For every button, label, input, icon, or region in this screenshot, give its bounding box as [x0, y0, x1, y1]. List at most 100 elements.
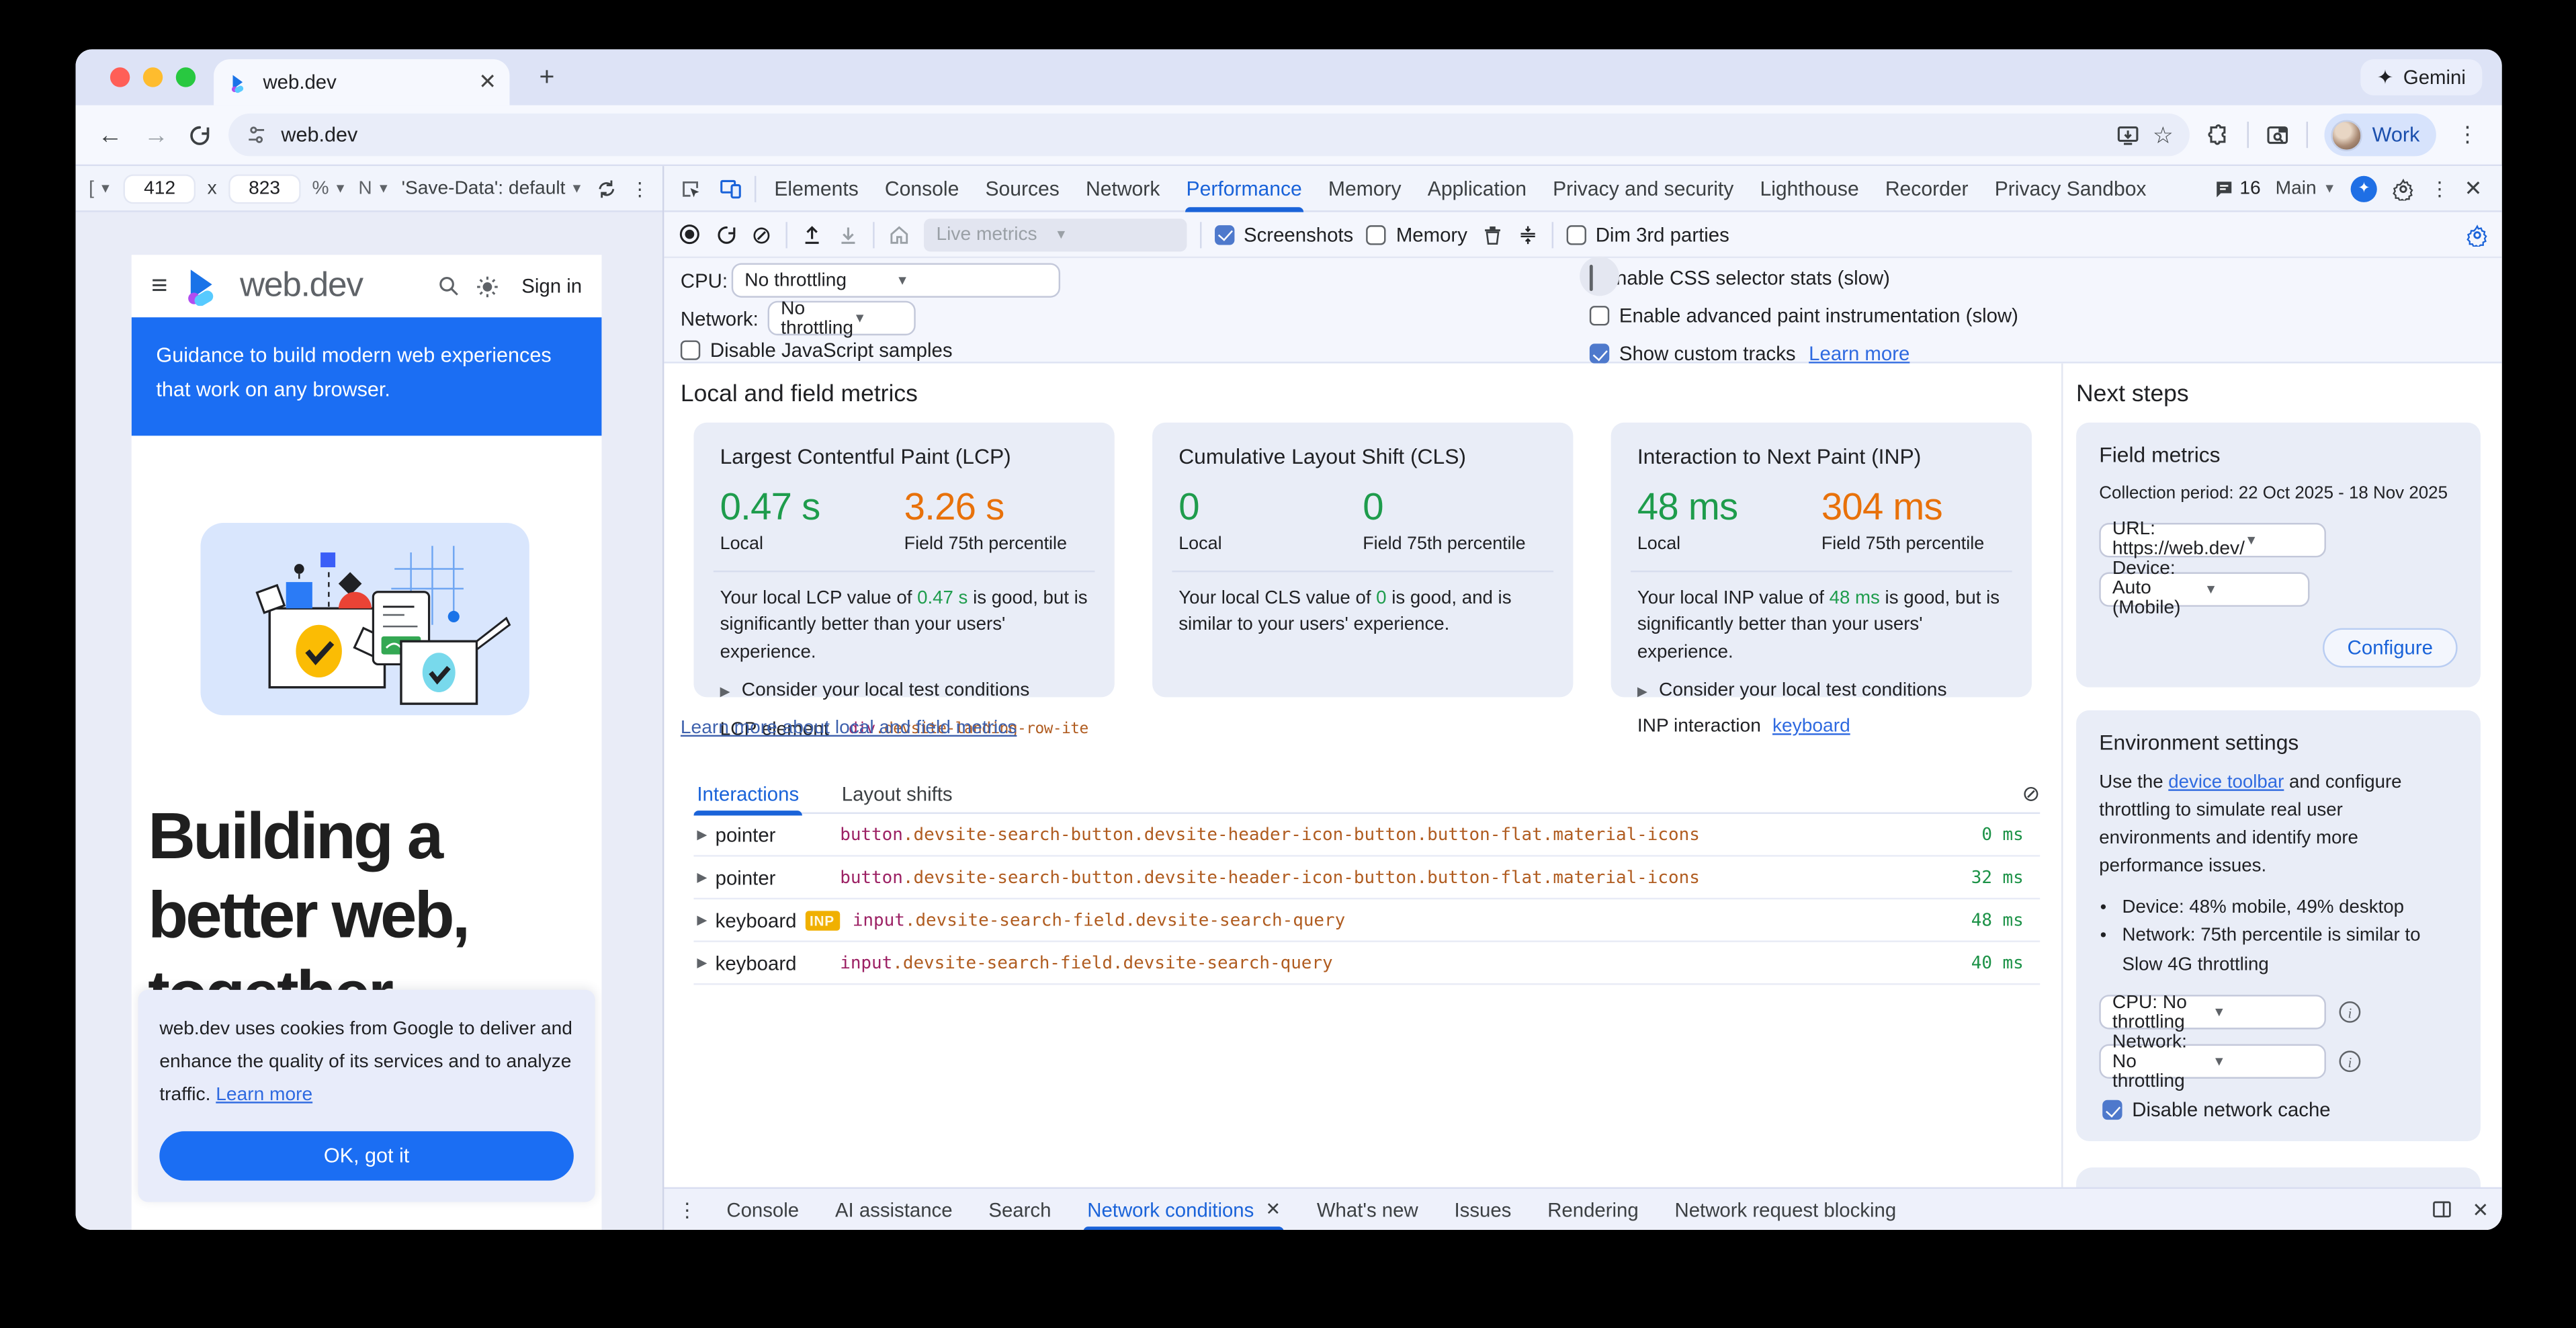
browser-menu-icon[interactable]: ⋮: [2456, 122, 2479, 147]
save-profile-icon[interactable]: [836, 223, 859, 246]
zoom-select[interactable]: % ▼: [312, 178, 347, 198]
tab-layout-shifts[interactable]: Layout shifts: [841, 782, 953, 805]
sign-in-link[interactable]: Sign in: [521, 274, 583, 298]
device-width-field[interactable]: 412: [123, 173, 196, 204]
drawer-tab-console[interactable]: Console: [726, 1198, 800, 1221]
save-data-select[interactable]: 'Save-Data': default ▼: [401, 178, 584, 198]
interaction-row[interactable]: ▶ keyboard INP input.devsite-search-field.…: [693, 899, 2041, 942]
console-messages-badge[interactable]: 16: [2215, 178, 2261, 198]
record-icon[interactable]: [677, 222, 702, 247]
shortcuts-dialog-icon[interactable]: [1516, 223, 1538, 246]
sidebar-network-select[interactable]: Network: No throttling ▼: [2099, 1032, 2326, 1091]
cookie-learn-more-link[interactable]: Learn more: [216, 1085, 313, 1105]
throttling-select[interactable]: N ▼: [358, 178, 390, 198]
back-button[interactable]: ←: [97, 120, 123, 149]
field-metrics-learn-more-link[interactable]: Learn more about local and field metrics: [680, 718, 1017, 739]
extensions-icon[interactable]: [2206, 122, 2231, 147]
capture-settings-gear-icon[interactable]: [2466, 223, 2489, 246]
forward-button[interactable]: →: [144, 120, 169, 149]
maximize-window-button[interactable]: [175, 67, 196, 87]
theme-toggle-icon[interactable]: [476, 274, 501, 298]
drawer-close-icon[interactable]: ✕: [2472, 1198, 2489, 1221]
menu-icon[interactable]: ≡: [151, 269, 168, 301]
profile-button[interactable]: Work: [2324, 113, 2436, 157]
tab-application[interactable]: Application: [1427, 177, 1527, 200]
gemini-button[interactable]: ✦ Gemini: [2360, 59, 2483, 95]
cookie-accept-button[interactable]: OK, got it: [159, 1131, 574, 1181]
dock-side-icon[interactable]: [2431, 1199, 2452, 1220]
tab-privacy-sandbox[interactable]: Privacy Sandbox: [1994, 177, 2147, 200]
lcp-element-link[interactable]: div.devsite-landing-row-item-d…: [840, 717, 1088, 742]
custom-tracks-learn-more-link[interactable]: Learn more: [1809, 341, 1910, 366]
drawer-tab-network-conditions[interactable]: Network conditions ✕: [1071, 1188, 1297, 1231]
close-window-button[interactable]: [110, 67, 130, 87]
devtools-menu-icon[interactable]: ⋮: [2430, 177, 2450, 200]
inp-interaction-link[interactable]: keyboard: [1772, 717, 1850, 737]
interaction-row[interactable]: ▶ pointer button.devsite-search-button.de…: [693, 814, 2041, 857]
tab-lighthouse[interactable]: Lighthouse: [1760, 177, 1859, 200]
device-type-select[interactable]: [▼: [89, 178, 112, 198]
drawer-tab-whats-new[interactable]: What's new: [1316, 1198, 1418, 1221]
clear-log-icon[interactable]: ⊘: [2022, 780, 2041, 805]
info-icon[interactable]: i: [2339, 1001, 2361, 1024]
memory-checkbox[interactable]: Memory: [1366, 223, 1467, 246]
url-text[interactable]: web.dev: [281, 123, 358, 147]
paint-instrumentation-checkbox[interactable]: Enable advanced paint instrumentation (s…: [1589, 304, 2018, 327]
css-selector-stats-checkbox[interactable]: Enable CSS selector stats (slow): [1580, 256, 1890, 296]
tab-network[interactable]: Network: [1086, 177, 1160, 200]
screenshots-checkbox[interactable]: Screenshots: [1214, 223, 1353, 246]
brand-text[interactable]: web.dev: [240, 266, 363, 304]
dim-3rd-parties-checkbox[interactable]: Dim 3rd parties: [1565, 223, 1729, 246]
disable-network-cache-checkbox[interactable]: Disable network cache: [2102, 1099, 2457, 1122]
info-icon[interactable]: i: [2339, 1050, 2361, 1073]
drawer-tab-ai-assistance[interactable]: AI assistance: [834, 1198, 953, 1221]
tab-privacy-security[interactable]: Privacy and security: [1553, 177, 1734, 200]
configure-button[interactable]: Configure: [2322, 628, 2458, 668]
record-reload-icon[interactable]: [715, 223, 738, 246]
clear-icon[interactable]: ⊘: [751, 221, 772, 249]
record-button[interactable]: Record ⌘ E: [2076, 1167, 2481, 1188]
new-tab-button[interactable]: +: [539, 64, 555, 93]
minimize-window-button[interactable]: [142, 67, 163, 87]
context-select[interactable]: Main ▼: [2275, 178, 2336, 198]
device-height-field[interactable]: 823: [228, 173, 301, 204]
field-device-select[interactable]: Device: Auto (Mobile) ▼: [2099, 560, 2310, 619]
address-bar[interactable]: web.dev ☆: [228, 113, 2190, 157]
drawer-tab-network-request-blocking[interactable]: Network request blocking: [1674, 1198, 1897, 1221]
tab-interactions[interactable]: Interactions: [693, 774, 803, 815]
disable-js-samples-checkbox[interactable]: Disable JavaScript samples: [680, 339, 953, 362]
device-toolbar-toggle-icon[interactable]: [710, 165, 750, 212]
device-toolbar-menu-icon[interactable]: ⋮: [630, 179, 650, 200]
reload-button[interactable]: [187, 122, 212, 147]
browser-tab[interactable]: web.dev ✕: [214, 59, 510, 106]
drawer-tab-issues[interactable]: Issues: [1454, 1198, 1512, 1221]
install-icon[interactable]: [2115, 122, 2140, 147]
ai-assistance-icon[interactable]: ✦: [2350, 175, 2378, 202]
tab-memory[interactable]: Memory: [1328, 177, 1402, 200]
tab-sources[interactable]: Sources: [985, 177, 1060, 200]
drawer-tab-search[interactable]: Search: [988, 1198, 1051, 1221]
tab-performance[interactable]: Performance: [1173, 165, 1315, 212]
tab-elements[interactable]: Elements: [774, 177, 859, 200]
interaction-row[interactable]: ▶ keyboard input.devsite-search-field.dev…: [693, 942, 2041, 985]
cpu-throttling-select[interactable]: No throttling ▼: [731, 263, 1061, 298]
lcp-consider-disclosure[interactable]: ▶ Consider your local test conditions: [720, 681, 1030, 701]
drawer-menu-icon[interactable]: ⋮: [677, 1198, 697, 1221]
interaction-row[interactable]: ▶ pointer button.devsite-search-button.de…: [693, 857, 2041, 900]
bookmark-star-icon[interactable]: ☆: [2152, 120, 2174, 147]
inp-consider-disclosure[interactable]: ▶ Consider your local test conditions: [1637, 681, 1947, 701]
sidebar-cpu-select[interactable]: CPU: No throttling ▼: [2099, 993, 2326, 1032]
rotate-icon[interactable]: [595, 177, 617, 200]
network-throttling-select[interactable]: No throttling ▼: [767, 298, 916, 338]
inspect-element-icon[interactable]: [671, 165, 710, 212]
tab-recorder[interactable]: Recorder: [1885, 177, 1969, 200]
collect-garbage-icon[interactable]: [1480, 223, 1503, 246]
tab-console[interactable]: Console: [884, 177, 959, 200]
device-toolbar-link[interactable]: device toolbar: [2168, 772, 2284, 792]
search-icon[interactable]: [438, 275, 461, 298]
tab-search-icon[interactable]: [2266, 122, 2290, 147]
load-profile-icon[interactable]: [800, 223, 822, 246]
field-url-select[interactable]: URL: https://web.dev/▼: [2099, 520, 2326, 560]
tab-close-icon[interactable]: ✕: [478, 69, 497, 94]
custom-tracks-checkbox[interactable]: Show custom tracks Learn more: [1589, 341, 1910, 366]
